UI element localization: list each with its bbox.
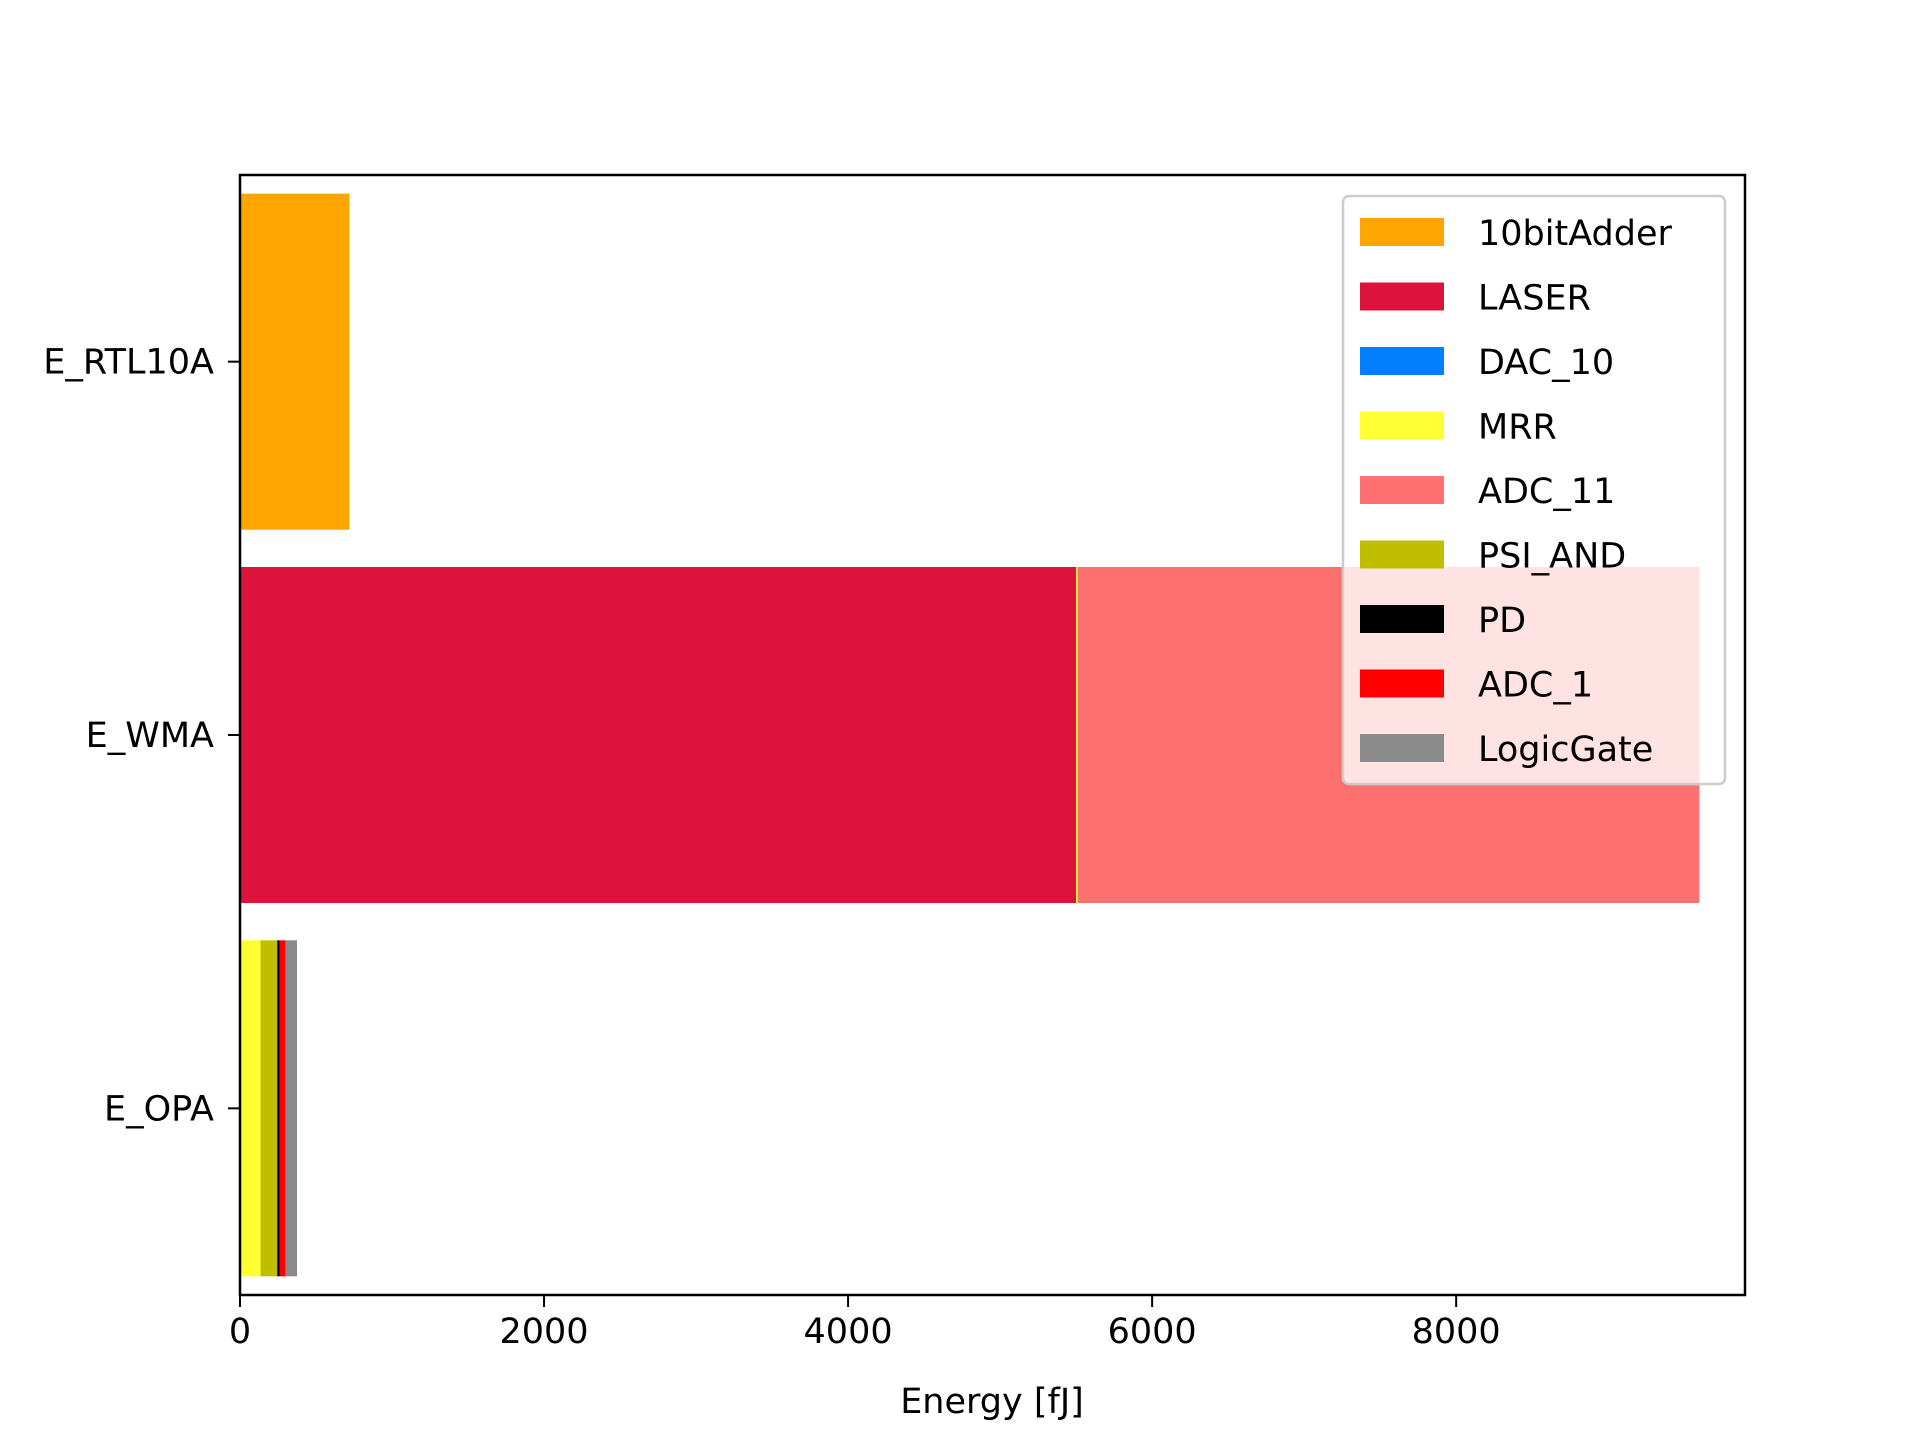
y-axis-ticks: E_RTL10A E_WMA E_OPA (43, 343, 240, 1129)
legend-swatch (1360, 218, 1444, 246)
legend-swatch (1360, 605, 1444, 633)
legend-label: LogicGate (1478, 730, 1653, 770)
y-tick-label: E_OPA (104, 1089, 214, 1129)
bar-e-rtl10a-10bitadder (240, 193, 350, 530)
bar-e-opa-mrr (240, 940, 261, 1277)
legend-label: LASER (1478, 279, 1591, 319)
y-tick-label: E_RTL10A (43, 343, 214, 383)
x-tick-label: 8000 (1412, 1312, 1501, 1352)
legend-frame (1341, 194, 1727, 786)
legend-label: PSI_AND (1478, 537, 1626, 577)
legend: 10bitAdder LASER DAC_10 MRR ADC_11 PSI_AND PD A… (1341, 194, 1727, 786)
legend-label: MRR (1478, 408, 1557, 448)
legend-label: ADC_1 (1478, 666, 1593, 706)
legend-swatch (1360, 411, 1444, 440)
legend-label: 10bitAdder (1478, 214, 1672, 254)
bar-e-wma-laser (240, 567, 1077, 903)
legend-swatch (1360, 347, 1444, 375)
bar-e-opa-pd (277, 940, 280, 1277)
x-tick-label: 4000 (804, 1312, 893, 1352)
bar-e-wma-mrr (1076, 567, 1078, 903)
legend-label: ADC_11 (1478, 472, 1615, 512)
x-axis-ticks: 0 2000 4000 6000 8000 (229, 1295, 1501, 1352)
x-tick-label: 2000 (500, 1312, 589, 1352)
x-tick-label: 0 (229, 1312, 251, 1352)
y-tick-label: E_WMA (86, 716, 214, 756)
legend-label: PD (1478, 601, 1526, 641)
legend-swatch (1360, 282, 1444, 311)
legend-swatch (1360, 669, 1444, 698)
x-axis-label: Energy [fJ] (900, 1382, 1084, 1422)
bar-e-opa-adc-1 (279, 940, 286, 1277)
legend-swatch (1360, 734, 1444, 762)
legend-label: DAC_10 (1478, 343, 1614, 383)
legend-swatch (1360, 540, 1444, 569)
x-tick-label: 6000 (1108, 1312, 1197, 1352)
legend-swatch (1360, 476, 1444, 504)
bar-e-opa-psi-and (260, 940, 278, 1277)
bar-e-opa-logicgate (285, 940, 298, 1277)
